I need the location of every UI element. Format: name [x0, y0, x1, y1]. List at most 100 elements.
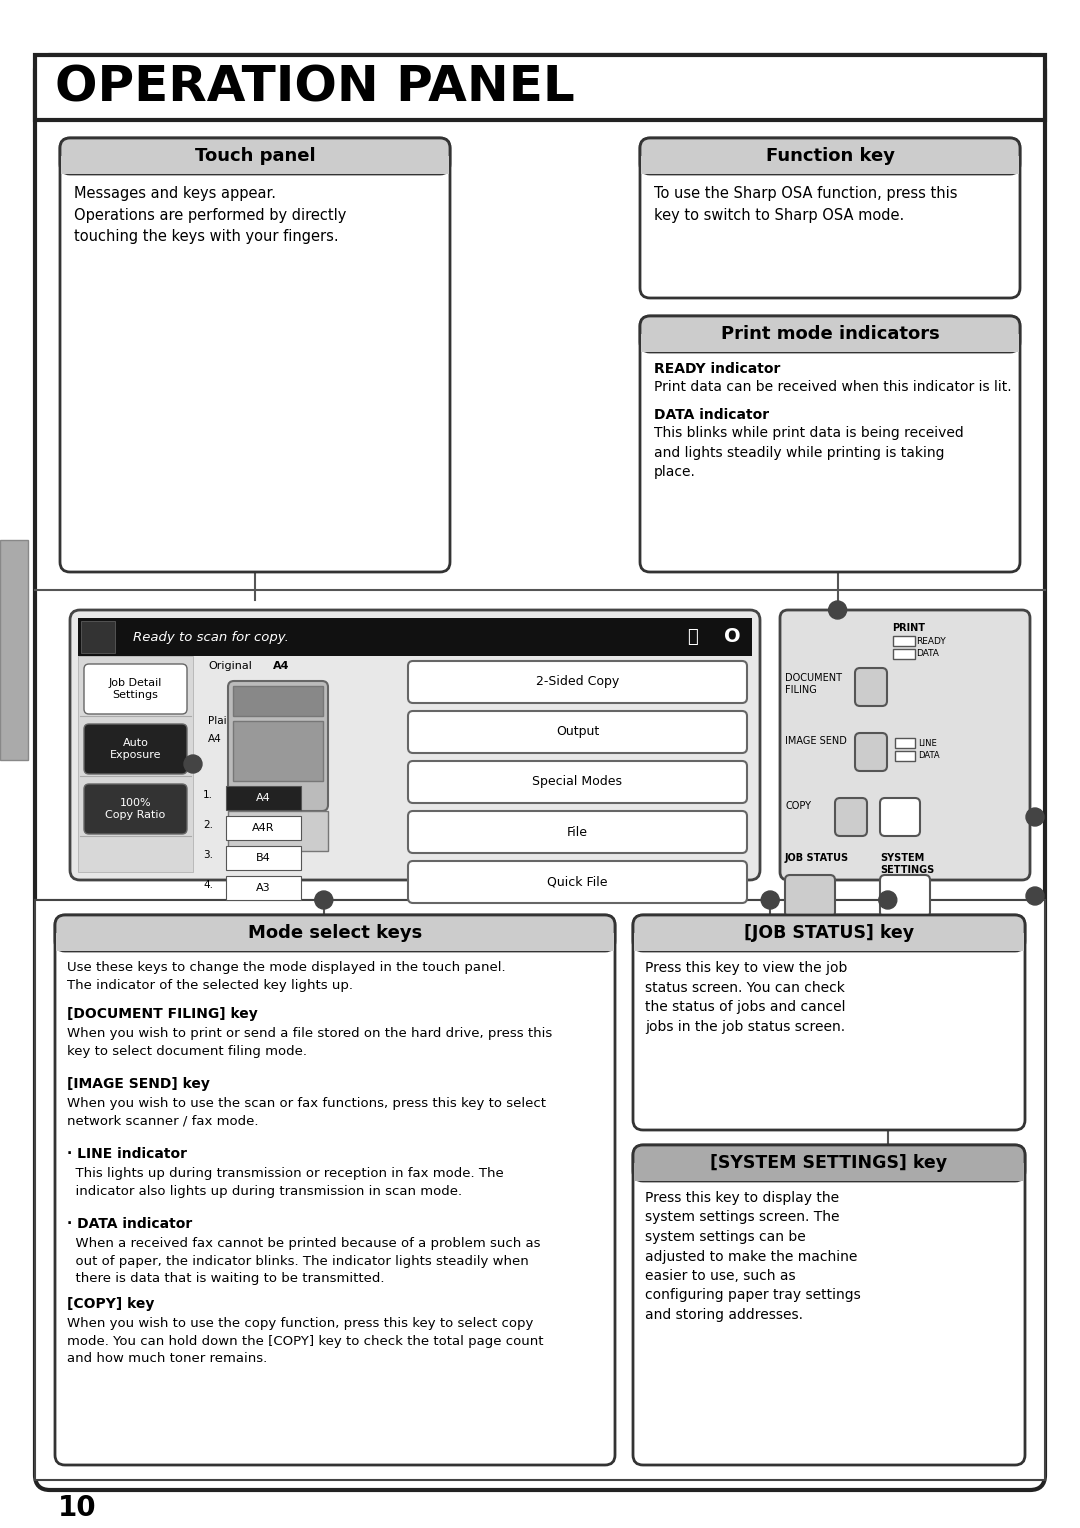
Text: · LINE indicator: · LINE indicator: [67, 1148, 187, 1161]
Circle shape: [1026, 886, 1044, 905]
Text: When you wish to print or send a file stored on the hard drive, press this
key t: When you wish to print or send a file st…: [67, 1027, 552, 1057]
Bar: [634, 1163, 1024, 1181]
Text: Ready to scan for copy.: Ready to scan for copy.: [133, 631, 288, 643]
Circle shape: [184, 755, 202, 773]
Text: Messages and keys appear.
Operations are performed by directly
touching the keys: Messages and keys appear. Operations are…: [75, 186, 347, 244]
Text: SYSTEM
SETTINGS: SYSTEM SETTINGS: [880, 853, 934, 874]
Circle shape: [1026, 808, 1044, 827]
Text: PRINT: PRINT: [892, 623, 926, 633]
FancyBboxPatch shape: [640, 316, 1020, 351]
Bar: [233, 721, 323, 781]
Text: Original: Original: [208, 662, 252, 671]
FancyBboxPatch shape: [880, 798, 920, 836]
Text: When you wish to use the copy function, press this key to select copy
mode. You : When you wish to use the copy function, …: [67, 1317, 543, 1365]
Text: [JOB STATUS] key: [JOB STATUS] key: [744, 924, 914, 941]
FancyBboxPatch shape: [55, 915, 615, 950]
Bar: [642, 156, 1020, 174]
Bar: [226, 785, 301, 810]
Circle shape: [828, 601, 847, 619]
Bar: [642, 335, 1020, 351]
Text: [DOCUMENT FILING] key: [DOCUMENT FILING] key: [67, 1007, 258, 1021]
Text: · DATA indicator: · DATA indicator: [67, 1216, 192, 1232]
Text: This lights up during transmission or reception in fax mode. The
  indicator als: This lights up during transmission or re…: [67, 1167, 503, 1198]
Text: 3.: 3.: [203, 850, 213, 860]
Bar: [228, 811, 328, 851]
Text: 10: 10: [58, 1494, 96, 1522]
FancyBboxPatch shape: [640, 138, 1020, 174]
FancyBboxPatch shape: [408, 811, 747, 853]
Text: This blinks while print data is being received
and lights steadily while printin: This blinks while print data is being re…: [654, 426, 963, 478]
Bar: [56, 934, 615, 950]
FancyBboxPatch shape: [880, 876, 930, 917]
FancyBboxPatch shape: [84, 784, 187, 834]
Text: To use the Sharp OSA function, press this
key to switch to Sharp OSA mode.: To use the Sharp OSA function, press thi…: [654, 186, 958, 223]
Bar: [0, 539, 28, 759]
Text: Special Modes: Special Modes: [532, 776, 622, 788]
Bar: [226, 876, 301, 900]
FancyBboxPatch shape: [780, 610, 1030, 880]
FancyBboxPatch shape: [228, 681, 328, 811]
FancyBboxPatch shape: [633, 915, 1025, 1131]
Text: A4: A4: [256, 793, 270, 804]
Bar: [634, 934, 1024, 950]
FancyBboxPatch shape: [55, 915, 615, 1465]
Text: Print mode indicators: Print mode indicators: [720, 325, 940, 342]
Text: COPY: COPY: [785, 801, 811, 811]
Text: Job Detail
Settings: Job Detail Settings: [109, 678, 162, 700]
Text: [COPY] key: [COPY] key: [67, 1297, 154, 1311]
Text: When a received fax cannot be printed because of a problem such as
  out of pape: When a received fax cannot be printed be…: [67, 1238, 540, 1285]
Circle shape: [761, 891, 779, 909]
Text: 4.: 4.: [203, 880, 213, 889]
Text: [SYSTEM SETTINGS] key: [SYSTEM SETTINGS] key: [711, 1154, 947, 1172]
FancyBboxPatch shape: [633, 915, 1025, 950]
FancyBboxPatch shape: [835, 798, 867, 836]
Text: READY indicator: READY indicator: [654, 362, 781, 376]
Bar: [895, 738, 915, 749]
Text: Touch panel: Touch panel: [194, 147, 315, 165]
FancyBboxPatch shape: [640, 138, 1020, 298]
Text: Quick File: Quick File: [548, 876, 608, 888]
Text: Plain: Plain: [208, 717, 233, 726]
Text: 100%
Copy Ratio: 100% Copy Ratio: [106, 798, 165, 821]
Text: Output: Output: [556, 726, 599, 738]
Text: Auto
Exposure: Auto Exposure: [110, 738, 161, 761]
Text: DATA: DATA: [917, 649, 940, 659]
Circle shape: [314, 891, 333, 909]
Text: A4: A4: [273, 662, 289, 671]
Text: LINE: LINE: [918, 738, 936, 747]
Text: 2-Sided Copy: 2-Sided Copy: [536, 675, 619, 689]
Bar: [226, 816, 301, 840]
Bar: [895, 750, 915, 761]
Bar: [892, 636, 915, 646]
Text: DATA: DATA: [918, 752, 940, 761]
FancyBboxPatch shape: [70, 610, 760, 880]
Text: READY: READY: [917, 637, 946, 645]
Text: Press this key to view the job
status screen. You can check
the status of jobs a: Press this key to view the job status sc…: [645, 961, 848, 1033]
Text: B4: B4: [256, 853, 270, 863]
Text: IMAGE SEND: IMAGE SEND: [785, 736, 847, 746]
FancyBboxPatch shape: [84, 724, 187, 775]
FancyBboxPatch shape: [785, 876, 835, 917]
Bar: [60, 156, 449, 174]
Bar: [81, 620, 114, 652]
Bar: [892, 649, 915, 659]
FancyBboxPatch shape: [408, 711, 747, 753]
Text: 1.: 1.: [203, 790, 213, 801]
Text: OPERATION PANEL: OPERATION PANEL: [55, 64, 575, 112]
FancyBboxPatch shape: [855, 733, 887, 772]
Text: [IMAGE SEND] key: [IMAGE SEND] key: [67, 1077, 210, 1091]
Bar: [78, 656, 193, 872]
Text: DOCUMENT
FILING: DOCUMENT FILING: [785, 672, 842, 695]
Text: File: File: [567, 825, 588, 839]
Text: A3: A3: [256, 883, 270, 892]
FancyBboxPatch shape: [84, 665, 187, 714]
Text: Print data can be received when this indicator is lit.: Print data can be received when this ind…: [654, 380, 1012, 394]
Bar: [78, 617, 752, 656]
FancyBboxPatch shape: [408, 761, 747, 804]
Text: DATA indicator: DATA indicator: [654, 408, 769, 422]
Text: Function key: Function key: [766, 147, 894, 165]
FancyBboxPatch shape: [60, 138, 450, 174]
Text: Mode select keys: Mode select keys: [248, 924, 422, 941]
Text: Press this key to display the
system settings screen. The
system settings can be: Press this key to display the system set…: [645, 1190, 861, 1322]
Bar: [35, 900, 1045, 1481]
